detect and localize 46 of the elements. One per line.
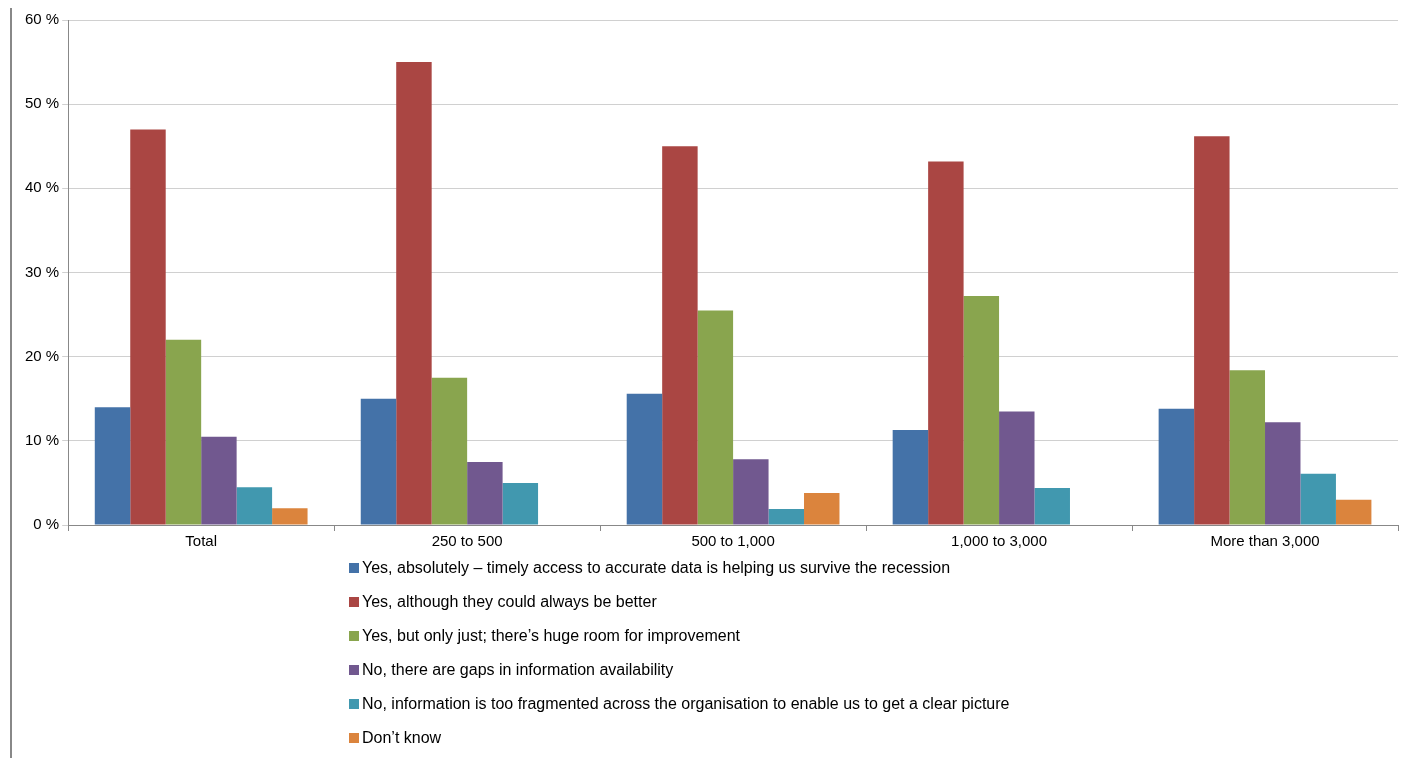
bar: [804, 493, 840, 525]
y-tick-label: 30 %: [24, 262, 60, 280]
y-tick-label: 50 %: [24, 94, 60, 112]
bar: [94, 407, 131, 525]
bar: [626, 393, 663, 525]
bar: [396, 62, 432, 525]
bar: [1265, 422, 1301, 525]
bar: [1194, 136, 1230, 525]
bar: [360, 398, 397, 525]
legend-label: Yes, absolutely – timely access to accurate data is helping us survive the recession: [362, 559, 951, 577]
bar: [928, 161, 964, 525]
legend-label: Yes, but only just; there’s huge room for improvement: [362, 627, 740, 645]
y-tick-label: 40 %: [24, 178, 60, 196]
bar: [201, 436, 237, 525]
bar: [431, 377, 468, 525]
bar: [272, 508, 308, 525]
bar: [662, 146, 698, 525]
legend-label: No, information is too fragmented across the organisation to enable us to get a clear picture: [362, 695, 1010, 713]
bar: [768, 509, 805, 525]
bar: [697, 310, 734, 525]
bar: [1034, 487, 1070, 525]
bar: [1158, 408, 1195, 525]
bar: [963, 296, 1000, 525]
bar: [502, 482, 539, 525]
bar: [1335, 499, 1372, 525]
bar: [999, 411, 1035, 525]
y-tick-label: 20 %: [24, 346, 60, 364]
x-tick-label: 250 to 500: [431, 532, 503, 550]
x-tick-label: 500 to 1,000: [691, 532, 775, 550]
bar: [1229, 370, 1266, 525]
bar: [236, 487, 273, 525]
x-tick-label: Total: [185, 532, 218, 550]
legend-label: Don’t know: [362, 729, 442, 747]
legend-label: Yes, although they could always be better: [362, 593, 657, 611]
y-tick-label: 60 %: [24, 10, 60, 28]
bar: [1300, 473, 1336, 525]
bar: [733, 459, 769, 525]
x-tick-label: 1,000 to 3,000: [951, 532, 1048, 550]
y-tick-label: 0 %: [33, 515, 60, 533]
x-tick-label: More than 3,000: [1210, 532, 1320, 550]
bar: [130, 129, 166, 525]
legend-label: No, there are gaps in information availability: [362, 661, 674, 679]
bar: [892, 429, 929, 525]
bar: [467, 461, 503, 525]
bar: [165, 339, 202, 525]
y-tick-label: 10 %: [24, 430, 60, 448]
